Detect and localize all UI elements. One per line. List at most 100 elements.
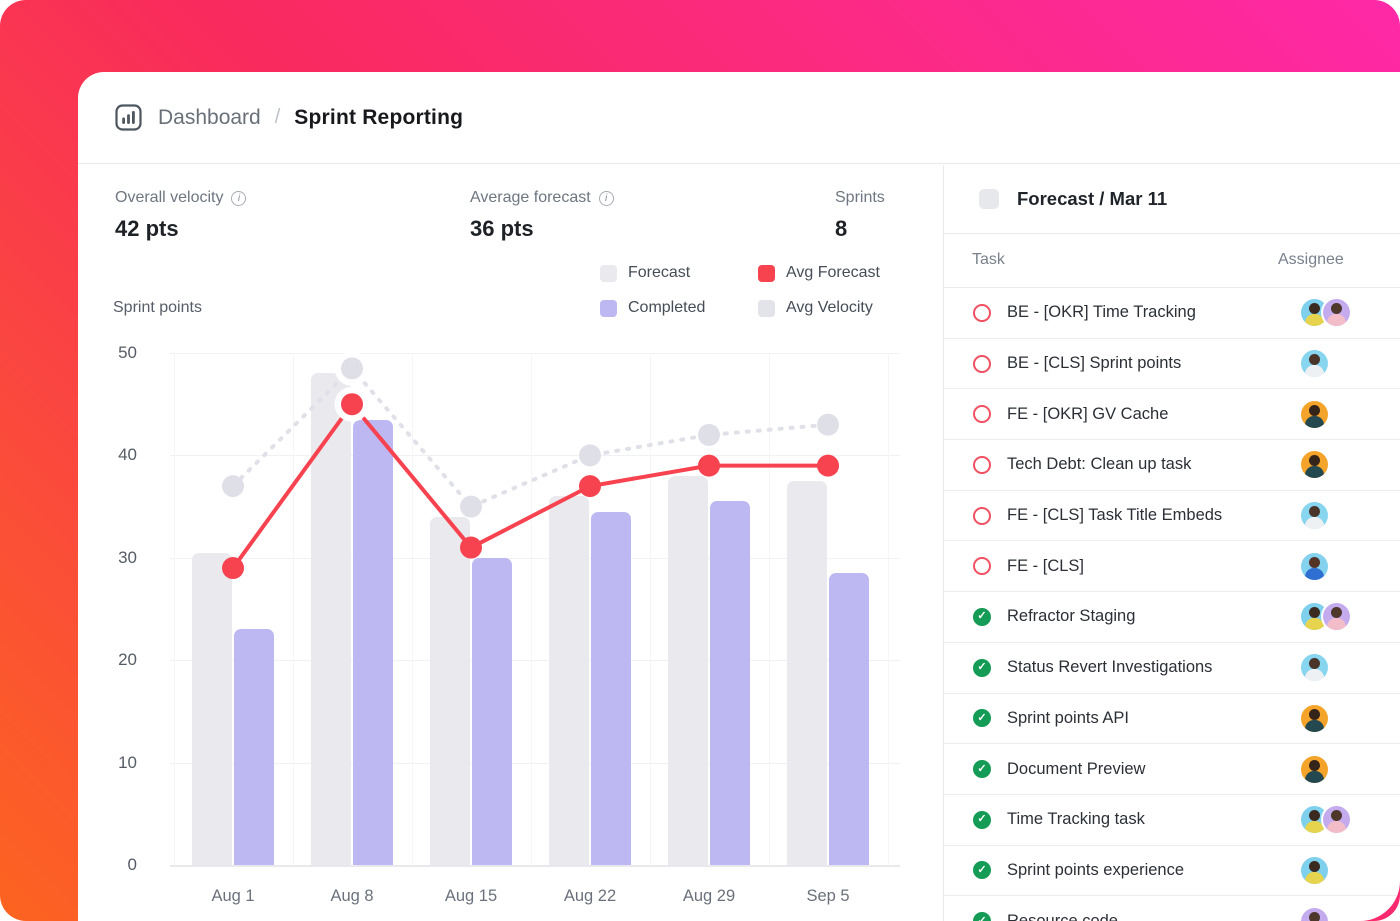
table-row[interactable]: FE - [OKR] GV Cache <box>944 389 1400 441</box>
assignee-avatar[interactable] <box>1301 451 1328 479</box>
avg-velocity-point[interactable] <box>460 495 482 518</box>
x-axis-tick: Aug 1 <box>211 887 255 905</box>
task-status-icon[interactable] <box>973 354 991 373</box>
task-status-icon[interactable] <box>973 607 991 626</box>
task-status-icon[interactable] <box>973 658 991 677</box>
avg-velocity-swatch <box>758 299 775 317</box>
forecast-bar[interactable] <box>549 496 589 865</box>
table-row[interactable]: Refractor Staging <box>944 592 1400 643</box>
completed-bar[interactable] <box>710 501 750 865</box>
completed-bar[interactable] <box>353 419 393 865</box>
info-icon[interactable]: i <box>231 190 247 206</box>
table-row[interactable]: Tech Debt: Clean up task <box>944 440 1400 491</box>
info-icon[interactable]: i <box>598 190 614 206</box>
task-status-icon[interactable] <box>973 303 991 322</box>
task-assignees <box>1301 350 1328 378</box>
table-row[interactable]: FE - [CLS] <box>944 541 1400 593</box>
assignee-avatar[interactable] <box>1301 856 1328 884</box>
assignee-avatar[interactable] <box>1323 603 1350 631</box>
assignee-avatar[interactable] <box>1301 350 1328 378</box>
page-title: Sprint Reporting <box>294 105 464 129</box>
stat-label: Average forecast <box>470 189 591 206</box>
task-title: Sprint points experience <box>1007 860 1185 879</box>
avg-forecast-swatch <box>758 264 775 282</box>
gridline <box>768 353 770 865</box>
legend-item-forecast[interactable]: Forecast <box>600 264 758 282</box>
gridline <box>649 353 651 865</box>
completed-bar[interactable] <box>234 629 274 865</box>
task-assignees <box>1301 299 1350 327</box>
gridline <box>887 353 889 865</box>
breadcrumb-dashboard-link[interactable]: Dashboard <box>158 105 261 129</box>
avg-forecast-point[interactable] <box>817 454 839 477</box>
table-row[interactable]: BE - [CLS] Sprint points <box>944 339 1400 390</box>
avg-forecast-point[interactable] <box>698 454 720 477</box>
completed-bar[interactable] <box>829 573 869 865</box>
assignee-avatar[interactable] <box>1323 806 1350 834</box>
task-title: FE - [CLS] <box>1007 556 1085 575</box>
table-row[interactable]: Sprint points API <box>944 694 1400 745</box>
task-status-icon[interactable] <box>973 709 991 728</box>
stat-overall-velocity: Overall velocity i 42 pts <box>115 189 247 242</box>
x-axis-tick: Aug 8 <box>330 887 374 905</box>
completed-swatch <box>600 299 617 317</box>
completed-bar[interactable] <box>591 511 631 865</box>
task-assignees <box>1301 552 1328 580</box>
table-row[interactable]: FE - [CLS] Task Title Embeds <box>944 491 1400 542</box>
avg-velocity-point[interactable] <box>817 413 839 436</box>
table-row[interactable]: BE - [OKR] Time Tracking <box>944 288 1400 339</box>
table-row[interactable]: Document Preview <box>944 744 1400 795</box>
dashboard-card: Dashboard / Sprint Reporting Overall vel… <box>78 72 1400 921</box>
table-row[interactable]: Resource code <box>944 896 1400 921</box>
legend-item-completed[interactable]: Completed <box>600 299 758 317</box>
task-status-icon[interactable] <box>973 405 991 424</box>
legend-label: Avg Velocity <box>786 299 873 316</box>
task-status-icon[interactable] <box>973 557 991 576</box>
avg-velocity-point[interactable] <box>698 423 720 446</box>
table-row[interactable]: Time Tracking task <box>944 795 1400 846</box>
assignee-avatar[interactable] <box>1301 755 1328 783</box>
task-assignees <box>1301 400 1328 428</box>
x-axis-tick: Aug 29 <box>682 887 736 905</box>
forecast-bar[interactable] <box>430 516 470 865</box>
legend-item-avg-velocity[interactable]: Avg Velocity <box>758 299 880 317</box>
panel-header: Forecast / Mar 11 <box>944 165 1400 234</box>
chart-pane: Overall velocity i 42 pts Average forecas… <box>78 165 943 921</box>
chart-legend: Forecast Avg Forecast Completed Avg Velo… <box>600 264 880 317</box>
task-title: Document Preview <box>1007 759 1146 778</box>
avg-forecast-point[interactable] <box>579 475 601 498</box>
avg-velocity-point[interactable] <box>222 475 244 498</box>
task-title: Refractor Staging <box>1007 607 1136 626</box>
assignee-avatar[interactable] <box>1301 654 1328 682</box>
task-status-icon[interactable] <box>973 912 991 921</box>
assignee-avatar[interactable] <box>1301 552 1328 580</box>
task-status-icon[interactable] <box>973 455 991 474</box>
forecast-bar[interactable] <box>311 373 351 865</box>
assignee-avatar[interactable] <box>1301 502 1328 530</box>
forecast-bar[interactable] <box>787 481 827 865</box>
assignee-avatar[interactable] <box>1301 704 1328 732</box>
table-row[interactable]: Sprint points experience <box>944 846 1400 897</box>
task-status-icon[interactable] <box>973 810 991 829</box>
task-assignees <box>1301 907 1328 921</box>
bar-chart-icon <box>115 104 142 131</box>
breadcrumb: Dashboard / Sprint Reporting <box>78 72 1400 164</box>
legend-item-avg-forecast[interactable]: Avg Forecast <box>758 264 880 282</box>
task-title: Time Tracking task <box>1007 810 1145 829</box>
assignee-avatar[interactable] <box>1301 907 1328 921</box>
gridline <box>170 865 900 867</box>
table-row[interactable]: Status Revert Investigations <box>944 643 1400 694</box>
assignee-avatar[interactable] <box>1323 299 1350 327</box>
task-status-icon[interactable] <box>973 760 991 779</box>
assignee-avatar[interactable] <box>1301 400 1328 428</box>
forecast-color-swatch <box>979 189 999 209</box>
forecast-bar[interactable] <box>192 552 232 865</box>
task-status-icon[interactable] <box>973 861 991 880</box>
completed-bar[interactable] <box>472 557 512 865</box>
task-assignees <box>1301 704 1328 732</box>
forecast-bar[interactable] <box>668 475 708 865</box>
panel-title: Forecast / Mar 11 <box>1017 188 1168 209</box>
task-title: FE - [CLS] Task Title Embeds <box>1007 506 1223 525</box>
task-status-icon[interactable] <box>973 506 991 525</box>
